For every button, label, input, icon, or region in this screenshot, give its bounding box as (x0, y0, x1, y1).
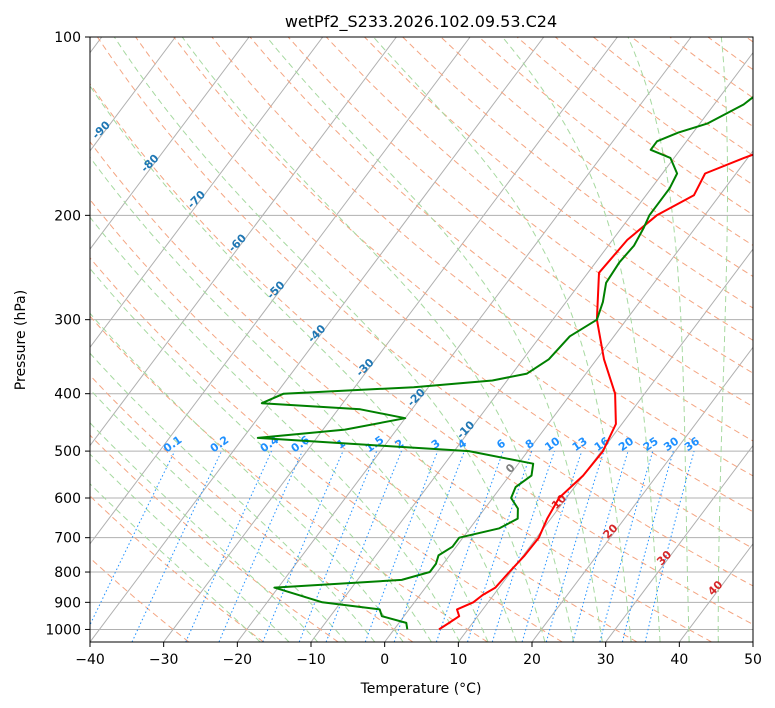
dewpoint-profile-line (256, 95, 753, 630)
mixing-ratio-line (364, 450, 439, 642)
isotherm-line (90, 37, 250, 250)
dry-adiabats (90, 37, 753, 642)
x-axis-label: Temperature (°C) (360, 681, 482, 697)
x-axis: −40 −30 −20 −10 0 10 20 30 40 50 (75, 642, 762, 668)
isotherm-line (605, 444, 753, 642)
moist-adiabat (90, 216, 461, 642)
moist-adiabat (90, 312, 404, 642)
dry-adiabat (90, 198, 638, 642)
x-tick-label: 50 (744, 652, 762, 668)
y-tick-label: 100 (54, 30, 81, 46)
mixing-ratio-line (185, 450, 272, 642)
dry-adiabat (211, 37, 753, 477)
mixing-ratio-line (545, 450, 605, 642)
dry-adiabat (90, 374, 414, 642)
y-tick-label: 900 (54, 595, 81, 611)
isotherm-line (90, 37, 176, 152)
moist-adiabats (90, 37, 728, 642)
y-axis: 100 200 300 400 500 600 700 800 900 1000 (45, 30, 90, 638)
y-tick-label: 500 (54, 444, 81, 460)
y-tick-label: 800 (54, 565, 81, 581)
mixing-ratio-line (393, 450, 465, 642)
isotherm-line (163, 37, 618, 642)
temperature-profile-line (438, 153, 753, 631)
mixing-ratio-lines (90, 450, 695, 642)
dry-adiabat (90, 257, 563, 642)
moist-adiabat (90, 453, 290, 642)
isotherm-line (236, 37, 692, 642)
mixing-ratio-line (298, 450, 378, 642)
y-tick-label: 400 (54, 387, 81, 403)
moist-adiabat (627, 37, 690, 642)
dry-adiabat (173, 37, 753, 513)
moist-adiabat (90, 483, 261, 642)
mixing-ratio-line (325, 450, 402, 642)
moist-adiabat (181, 37, 575, 642)
dry-adiabat (364, 37, 753, 341)
profile-series (256, 95, 753, 631)
moist-adiabat (266, 37, 603, 642)
isotherm-line (310, 51, 753, 642)
moist-adiabat (717, 37, 728, 642)
y-tick-label: 300 (54, 313, 81, 329)
isotherm-line (457, 248, 753, 642)
y-tick-label: 600 (54, 491, 81, 507)
y-tick-label: 1000 (45, 622, 81, 638)
isotherm-line (90, 37, 397, 447)
moist-adiabat (113, 37, 546, 642)
moist-adiabat (90, 85, 517, 642)
x-tick-label: 10 (449, 652, 467, 668)
isotherm-line (90, 37, 324, 349)
y-tick-label: 700 (54, 531, 81, 547)
dry-adiabat (249, 37, 753, 442)
y-tick-label: 200 (54, 208, 81, 224)
moist-adiabat (90, 352, 376, 642)
isotherm-line (90, 37, 545, 642)
x-tick-label: 40 (670, 652, 688, 668)
x-tick-label: −30 (149, 652, 179, 668)
plot-frame (89, 36, 754, 643)
x-tick-label: 20 (523, 652, 541, 668)
isotherm-line (384, 150, 753, 642)
moist-adiabat (90, 267, 432, 642)
mixing-ratio-line (621, 450, 674, 642)
moist-adiabat (90, 422, 319, 642)
x-tick-label: −10 (296, 652, 326, 668)
mixing-ratio-line (262, 450, 344, 642)
moist-adiabat (373, 37, 632, 642)
x-tick-label: 0 (380, 652, 389, 668)
dry-adiabat (90, 83, 753, 625)
moist-adiabat (90, 156, 489, 642)
plot-area (90, 37, 753, 642)
mixing-ratio-line (644, 450, 695, 642)
dry-adiabat (96, 37, 753, 587)
mixing-ratio-line (218, 450, 303, 642)
isotherm-line (531, 346, 753, 642)
mixing-ratio-line (435, 450, 504, 642)
mixing-ratio-line (491, 450, 555, 642)
dry-adiabat (402, 37, 753, 309)
isotherm-line (90, 37, 471, 545)
chart-title: wetPf2_S233.2026.102.09.53.C24 (285, 12, 557, 32)
mixing-ratio-line (90, 450, 176, 626)
grid (90, 37, 753, 642)
mixing-ratio-line (572, 450, 629, 642)
x-tick-label: 30 (597, 652, 615, 668)
dry-adiabat (135, 37, 753, 550)
x-tick-label: −40 (75, 652, 105, 668)
x-tick-label: −20 (223, 652, 253, 668)
moist-adiabat (502, 37, 661, 642)
moist-adiabat (90, 388, 347, 642)
mixing-ratio-line (467, 450, 533, 642)
mixing-ratio-line (599, 450, 654, 642)
dry-adiabat (90, 140, 712, 642)
mixing-ratio-line (521, 450, 583, 642)
y-axis-label: Pressure (hPa) (13, 290, 29, 390)
